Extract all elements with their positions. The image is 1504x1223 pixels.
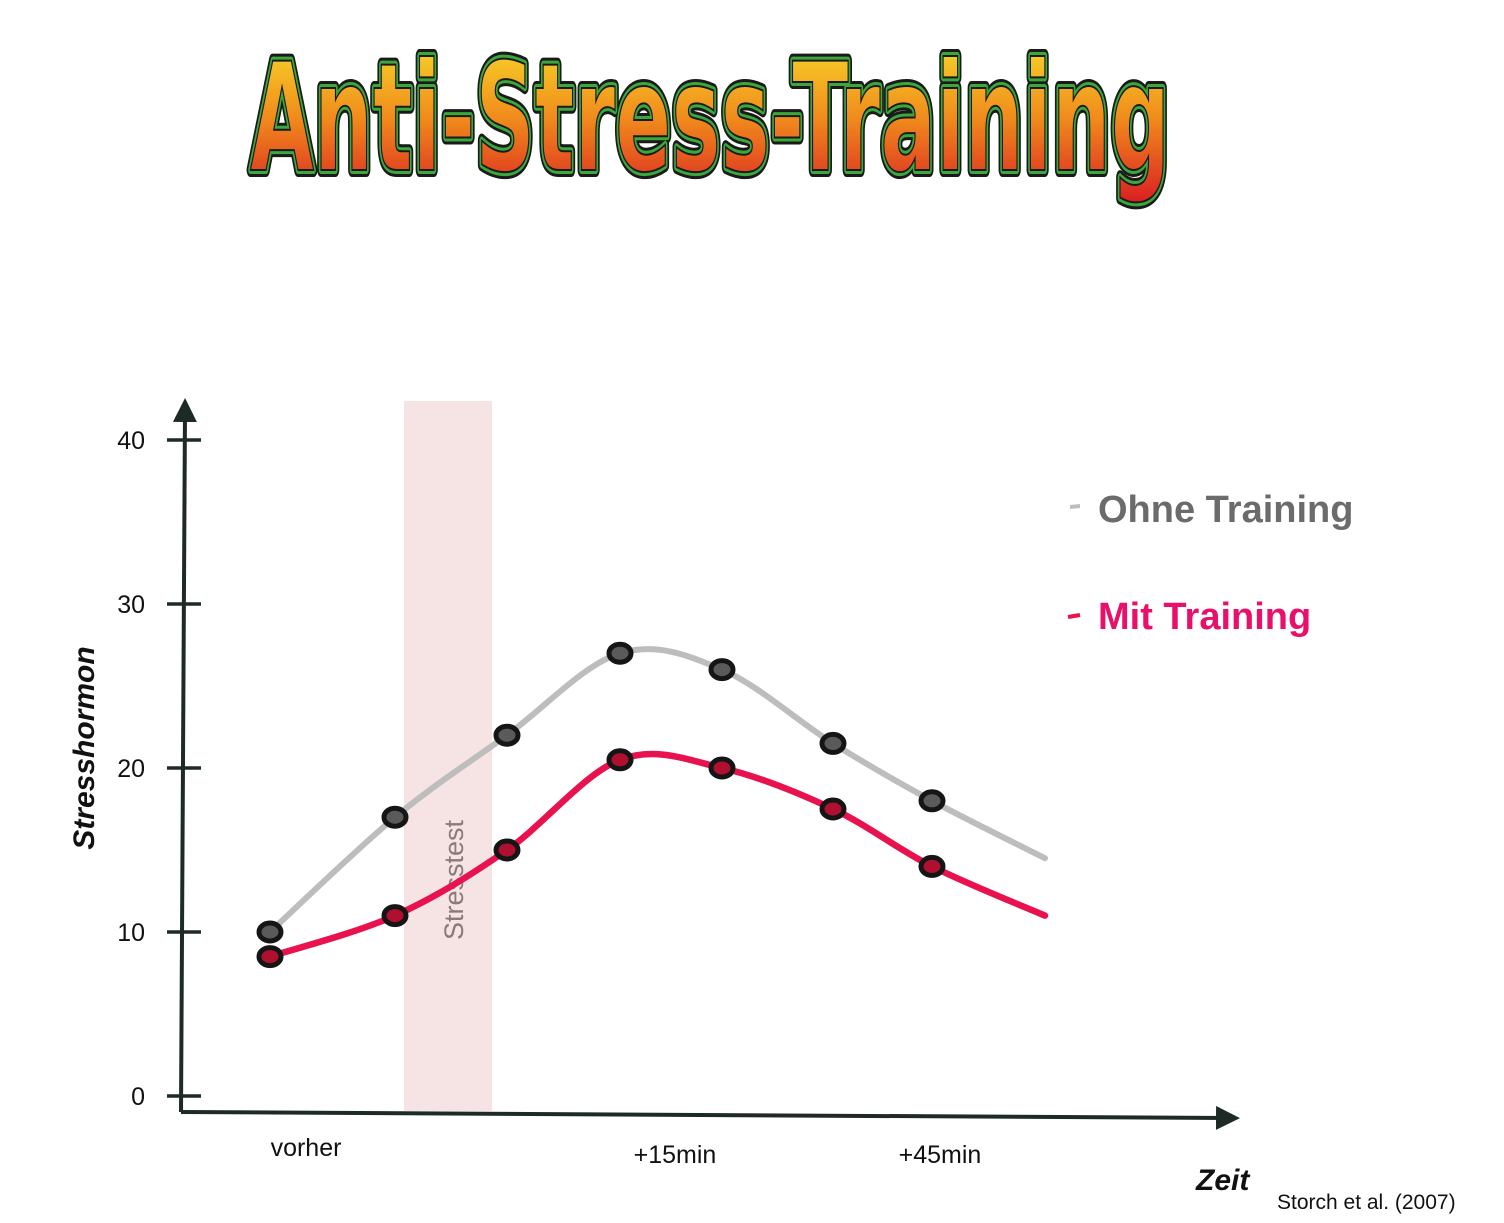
- y-tick-label: 30: [117, 591, 145, 619]
- x-tick-label: +45min: [899, 1141, 982, 1169]
- legend-ohne-label: Ohne Training: [1098, 489, 1353, 531]
- y-tick-label: 40: [117, 427, 145, 455]
- logo-text: Anti-Stress-Training: [250, 32, 1170, 206]
- series-layer: [256, 641, 1049, 969]
- data-point: [708, 756, 736, 780]
- data-point: [256, 920, 284, 944]
- y-ticks: 0 10 20 30 40: [117, 427, 201, 1111]
- data-point: [381, 805, 409, 829]
- title-logo: Anti-Stress-Training Anti-Stress-Trainin…: [243, 25, 1177, 213]
- data-point: [918, 789, 946, 813]
- legend-ohne-swatch: [1069, 504, 1081, 509]
- x-tick-label: vorher: [271, 1134, 342, 1162]
- data-point: [708, 658, 736, 682]
- y-axis: [172, 398, 197, 1113]
- y-tick-label: 10: [117, 919, 145, 947]
- y-axis-title: Stresshormon: [68, 646, 101, 849]
- logo-text-outline: Anti-Stress-Training: [250, 32, 1170, 206]
- data-point: [918, 854, 946, 878]
- x-axis: [180, 1105, 1240, 1130]
- data-point: [606, 641, 634, 665]
- logo-text-shadow: Anti-Stress-Training: [250, 32, 1170, 206]
- source-citation: Storch et al. (2007): [1277, 1191, 1456, 1214]
- data-point: [493, 838, 521, 862]
- x-ticks: vorher +15min +45min: [271, 1134, 982, 1169]
- y-tick-label: 0: [131, 1083, 145, 1111]
- data-point: [381, 904, 409, 928]
- legend-mit-label: Mit Training: [1098, 596, 1311, 638]
- data-point: [819, 731, 847, 755]
- data-point: [819, 797, 847, 821]
- data-point: [606, 748, 634, 772]
- legend: Ohne Training Mit Training: [1067, 489, 1353, 638]
- y-tick-label: 20: [117, 755, 145, 783]
- legend-mit-swatch: [1067, 613, 1081, 619]
- x-tick-label: +15min: [634, 1141, 717, 1169]
- data-point: [256, 945, 284, 969]
- x-axis-title: Zeit: [1195, 1164, 1251, 1197]
- data-point: [493, 723, 521, 747]
